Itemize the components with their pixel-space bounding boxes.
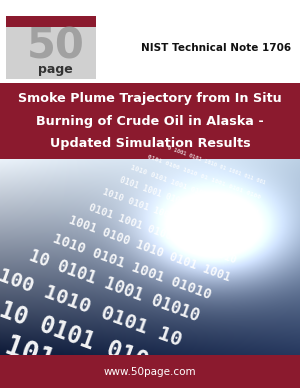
Text: 100 1010 0101 10: 100 1010 0101 10 — [0, 266, 184, 350]
Text: Updated Simulation Results: Updated Simulation Results — [50, 137, 250, 151]
Text: 1010 0101 1001 0100 10 01010 101: 1010 0101 1001 0100 10 01010 101 — [130, 165, 260, 217]
Text: page: page — [38, 62, 73, 76]
Text: 1010 0101 1001 0100 1010 010: 1010 0101 1001 0100 1010 010 — [102, 188, 246, 248]
FancyBboxPatch shape — [6, 16, 96, 79]
Text: 0101 1001 0100 1010 01010: 0101 1001 0100 1010 01010 — [87, 202, 237, 265]
Text: Smoke Plume Trajectory from In Situ: Smoke Plume Trajectory from In Situ — [18, 92, 282, 105]
Text: 1010 0101 1001 01010: 1010 0101 1001 01010 — [51, 232, 213, 302]
FancyBboxPatch shape — [0, 83, 300, 159]
FancyBboxPatch shape — [0, 12, 300, 83]
Text: 10 0101 1001 01010: 10 0101 1001 01010 — [26, 247, 202, 326]
FancyBboxPatch shape — [0, 355, 300, 388]
Text: 0 1001 0101 1010 01 1001 011 001: 0 1001 0101 1010 01 1001 011 001 — [166, 145, 266, 185]
Text: 0101 1001 0100 1010 0101 1001: 0101 1001 0100 1010 0101 1001 — [118, 176, 254, 232]
Text: Burning of Crude Oil in Alaska -: Burning of Crude Oil in Alaska - — [36, 115, 264, 128]
Text: 0101 0100 1010 01 1001 0101 0100: 0101 0100 1010 01 1001 0101 0100 — [147, 154, 261, 199]
Text: 50: 50 — [27, 25, 84, 67]
Text: 1 10 0101 010: 1 10 0101 010 — [0, 289, 151, 374]
FancyBboxPatch shape — [6, 16, 96, 27]
Text: 00 101 10: 00 101 10 — [0, 314, 106, 388]
Text: 1001 0100 1010 0101 1001: 1001 0100 1010 0101 1001 — [68, 214, 232, 284]
Text: www.50page.com: www.50page.com — [104, 367, 196, 376]
Text: NIST Technical Note 1706: NIST Technical Note 1706 — [141, 43, 291, 52]
